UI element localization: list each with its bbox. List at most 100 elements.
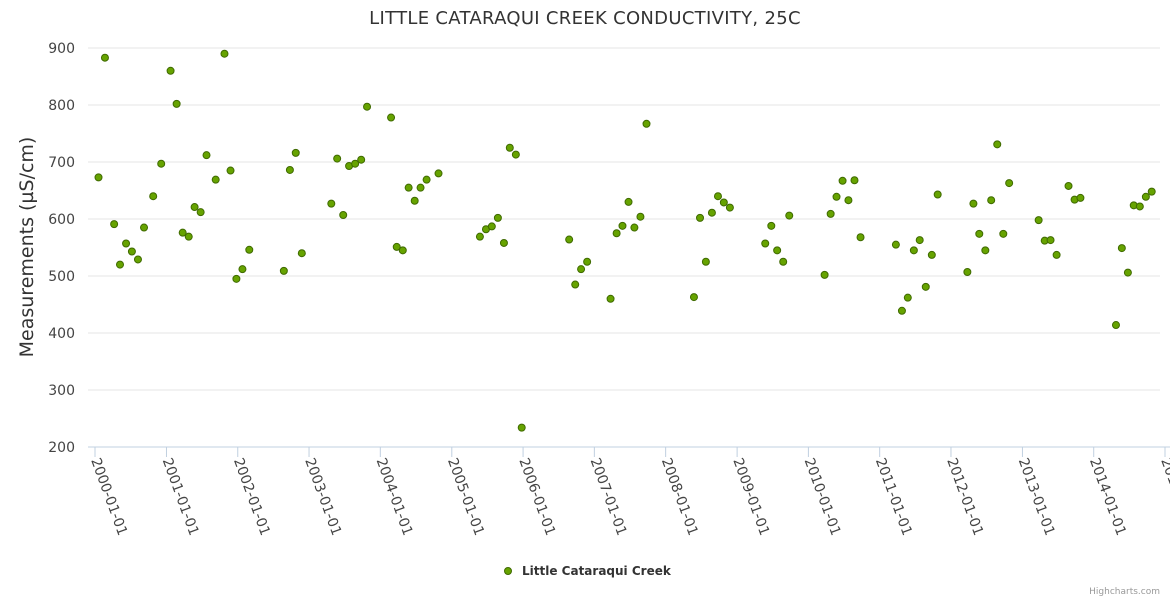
data-point[interactable] — [285, 165, 294, 174]
data-point[interactable] — [707, 208, 716, 217]
data-point[interactable] — [909, 246, 918, 255]
data-point[interactable] — [773, 246, 782, 255]
data-point[interactable] — [832, 192, 841, 201]
data-point[interactable] — [184, 232, 193, 241]
data-point[interactable] — [897, 306, 906, 315]
data-point[interactable] — [933, 190, 942, 199]
data-point[interactable] — [487, 222, 496, 231]
data-point[interactable] — [232, 274, 241, 283]
data-point[interactable] — [820, 270, 829, 279]
data-point[interactable] — [850, 176, 859, 185]
data-point[interactable] — [172, 99, 181, 108]
data-point[interactable] — [245, 245, 254, 254]
data-point[interactable] — [856, 233, 865, 242]
credits-link[interactable]: Highcharts.com — [1089, 587, 1160, 597]
data-point[interactable] — [327, 199, 336, 208]
data-point[interactable] — [211, 175, 220, 184]
data-point[interactable] — [196, 208, 205, 217]
data-point[interactable] — [122, 239, 131, 248]
data-point[interactable] — [398, 246, 407, 255]
data-point[interactable] — [903, 293, 912, 302]
data-point[interactable] — [202, 151, 211, 160]
data-point[interactable] — [701, 257, 710, 266]
data-point[interactable] — [220, 49, 229, 58]
data-point[interactable] — [725, 203, 734, 212]
data-point[interactable] — [110, 220, 119, 229]
data-point[interactable] — [238, 265, 247, 274]
data-point[interactable] — [696, 213, 705, 222]
data-point[interactable] — [351, 159, 360, 168]
data-point[interactable] — [339, 211, 348, 220]
data-point[interactable] — [779, 257, 788, 266]
data-point[interactable] — [422, 175, 431, 184]
data-point[interactable] — [689, 293, 698, 302]
data-point[interactable] — [618, 221, 627, 230]
data-point[interactable] — [636, 212, 645, 221]
data-point[interactable] — [127, 247, 136, 256]
data-point[interactable] — [1052, 250, 1061, 259]
data-point[interactable] — [571, 280, 580, 289]
data-point[interactable] — [190, 203, 199, 212]
data-point[interactable] — [785, 211, 794, 220]
data-point[interactable] — [577, 265, 586, 274]
data-point[interactable] — [844, 196, 853, 205]
data-point[interactable] — [387, 113, 396, 122]
data-point[interactable] — [642, 119, 651, 128]
data-point[interactable] — [826, 209, 835, 218]
data-point[interactable] — [987, 196, 996, 205]
data-point[interactable] — [115, 260, 124, 269]
data-point[interactable] — [149, 192, 158, 201]
data-point[interactable] — [416, 183, 425, 192]
data-point[interactable] — [1147, 187, 1156, 196]
data-point[interactable] — [157, 159, 166, 168]
data-point[interactable] — [279, 266, 288, 275]
data-point[interactable] — [410, 196, 419, 205]
data-point[interactable] — [100, 53, 109, 62]
data-point[interactable] — [927, 250, 936, 259]
data-point[interactable] — [1117, 244, 1126, 253]
data-point[interactable] — [1034, 216, 1043, 225]
data-point[interactable] — [921, 282, 930, 291]
data-point[interactable] — [606, 294, 615, 303]
data-point[interactable] — [499, 238, 508, 247]
legend-item-label[interactable]: Little Cataraqui Creek — [522, 564, 672, 578]
data-point[interactable] — [981, 246, 990, 255]
data-point[interactable] — [624, 197, 633, 206]
data-point[interactable] — [505, 143, 514, 152]
data-point[interactable] — [1135, 202, 1144, 211]
data-point[interactable] — [226, 166, 235, 175]
data-point[interactable] — [1141, 192, 1150, 201]
data-point[interactable] — [166, 66, 175, 75]
data-point[interactable] — [363, 102, 372, 111]
data-point[interactable] — [993, 140, 1002, 149]
data-point[interactable] — [630, 223, 639, 232]
data-point[interactable] — [1076, 193, 1085, 202]
data-point[interactable] — [178, 228, 187, 237]
data-point[interactable] — [434, 169, 443, 178]
data-point[interactable] — [1046, 236, 1055, 245]
data-point[interactable] — [719, 198, 728, 207]
data-point[interactable] — [761, 239, 770, 248]
data-point[interactable] — [915, 236, 924, 245]
legend[interactable]: Little Cataraqui Creek — [504, 564, 672, 578]
data-point[interactable] — [583, 257, 592, 266]
data-point[interactable] — [291, 148, 300, 157]
data-point[interactable] — [975, 229, 984, 238]
data-point[interactable] — [969, 199, 978, 208]
data-point[interactable] — [392, 242, 401, 251]
data-point[interactable] — [767, 221, 776, 230]
data-point[interactable] — [1123, 268, 1132, 277]
data-point[interactable] — [475, 232, 484, 241]
data-point[interactable] — [838, 176, 847, 185]
data-point[interactable] — [297, 249, 306, 258]
data-point[interactable] — [140, 223, 149, 232]
data-point[interactable] — [511, 150, 520, 159]
data-point[interactable] — [963, 268, 972, 277]
data-point[interactable] — [565, 235, 574, 244]
data-point[interactable] — [493, 213, 502, 222]
data-point[interactable] — [612, 229, 621, 238]
data-point[interactable] — [891, 240, 900, 249]
data-point[interactable] — [1111, 321, 1120, 330]
data-point[interactable] — [517, 423, 526, 432]
data-point[interactable] — [357, 155, 366, 164]
